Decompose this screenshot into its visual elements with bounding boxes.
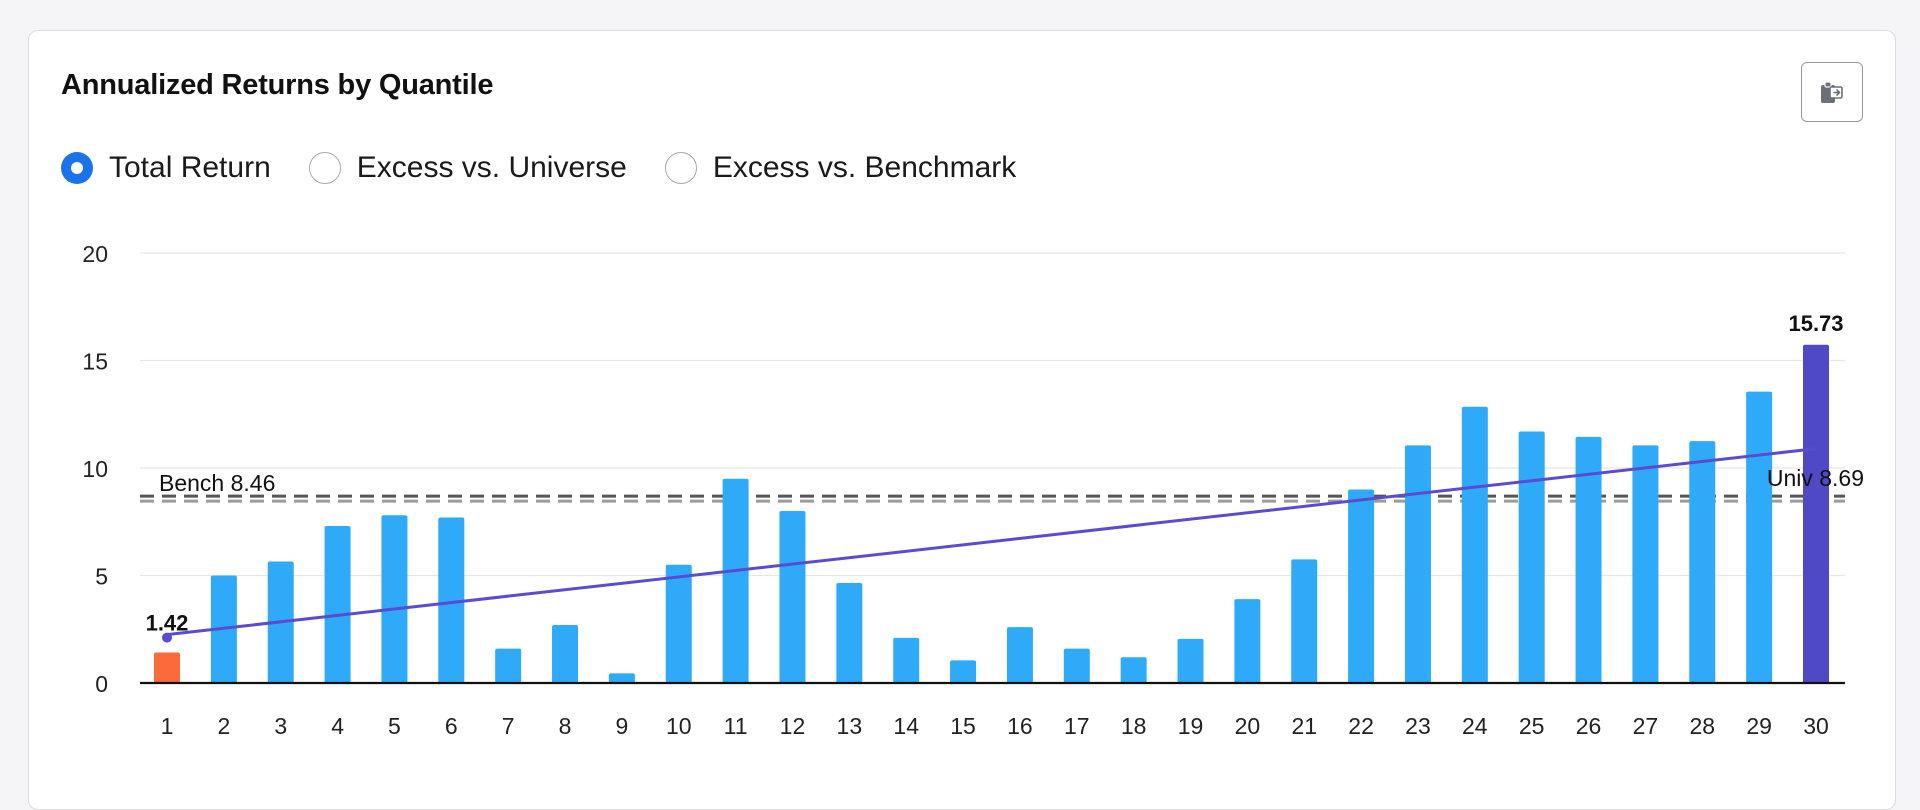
radio-excess-vs-benchmark[interactable]: Excess vs. Benchmark bbox=[664, 151, 1017, 185]
bar bbox=[324, 526, 351, 683]
x-tick-label: 5 bbox=[388, 713, 401, 739]
x-tick-label: 4 bbox=[331, 713, 344, 739]
x-tick-label: 29 bbox=[1746, 713, 1772, 739]
bar bbox=[1461, 406, 1488, 683]
radio-excess-vs-universe[interactable]: Excess vs. Universe bbox=[308, 151, 627, 185]
bar bbox=[836, 583, 863, 683]
bar bbox=[665, 564, 692, 683]
x-tick-label: 19 bbox=[1178, 713, 1204, 739]
bar bbox=[154, 652, 180, 683]
bar bbox=[1632, 445, 1659, 683]
radio-label-total-return: Total Return bbox=[109, 151, 271, 184]
radio-button-checked[interactable] bbox=[61, 152, 93, 184]
reference-line-label: Univ 8.69 bbox=[1767, 465, 1864, 491]
bar bbox=[1404, 445, 1431, 683]
bar bbox=[1120, 657, 1147, 683]
x-tick-label: 11 bbox=[724, 713, 748, 739]
x-tick-label: 12 bbox=[780, 713, 806, 739]
x-tick-label: 3 bbox=[274, 713, 287, 739]
x-tick-label: 7 bbox=[502, 713, 515, 739]
card-title: Annualized Returns by Quantile bbox=[61, 69, 494, 101]
x-tick-label: 28 bbox=[1689, 713, 1715, 739]
bar bbox=[1291, 559, 1318, 683]
data-label: 1.42 bbox=[146, 611, 189, 636]
x-tick-label: 16 bbox=[1007, 713, 1033, 739]
radio-label-excess-vs-universe: Excess vs. Universe bbox=[356, 151, 627, 184]
x-tick-label: 27 bbox=[1633, 713, 1659, 739]
bar bbox=[608, 673, 635, 683]
return-type-radio-group: Total Return Excess vs. Universe Excess … bbox=[61, 151, 1054, 185]
bar bbox=[1518, 431, 1545, 683]
bar bbox=[1063, 648, 1090, 683]
x-tick-label: 14 bbox=[893, 713, 919, 739]
clipboard-export-icon bbox=[1821, 81, 1843, 103]
y-tick-label: 20 bbox=[82, 241, 108, 267]
x-tick-label: 18 bbox=[1121, 713, 1147, 739]
export-button[interactable] bbox=[1801, 62, 1863, 122]
bar bbox=[495, 648, 522, 683]
radio-button-unchecked[interactable] bbox=[664, 152, 697, 184]
bar bbox=[1746, 391, 1773, 683]
bar bbox=[1177, 638, 1204, 683]
y-tick-label: 5 bbox=[95, 564, 108, 590]
bar bbox=[438, 517, 465, 683]
reference-line-label: Bench 8.46 bbox=[159, 470, 275, 496]
y-tick-label: 0 bbox=[95, 671, 108, 697]
x-tick-label: 23 bbox=[1405, 713, 1431, 739]
bar bbox=[1575, 436, 1602, 683]
x-tick-label: 10 bbox=[666, 713, 692, 739]
bar bbox=[381, 515, 408, 683]
y-tick-label: 15 bbox=[82, 349, 108, 375]
bar bbox=[779, 511, 806, 683]
radio-button-unchecked[interactable] bbox=[308, 152, 341, 184]
bar bbox=[1234, 599, 1261, 683]
bar bbox=[1006, 627, 1033, 683]
bar bbox=[552, 624, 579, 683]
x-tick-label: 30 bbox=[1803, 713, 1829, 739]
bar bbox=[1689, 441, 1716, 683]
bar bbox=[1803, 344, 1829, 683]
bar bbox=[893, 637, 920, 683]
x-tick-label: 2 bbox=[217, 713, 230, 739]
x-tick-label: 21 bbox=[1291, 713, 1317, 739]
x-tick-label: 17 bbox=[1064, 713, 1090, 739]
bar bbox=[1348, 489, 1375, 683]
trend-line bbox=[166, 447, 1817, 637]
trend-line-start-point bbox=[162, 632, 172, 643]
radio-label-excess-vs-benchmark: Excess vs. Benchmark bbox=[712, 151, 1017, 184]
x-tick-label: 8 bbox=[559, 713, 572, 739]
x-tick-label: 25 bbox=[1519, 713, 1545, 739]
y-tick-label: 10 bbox=[82, 456, 108, 482]
x-tick-label: 26 bbox=[1576, 713, 1602, 739]
x-tick-label: 6 bbox=[445, 713, 458, 739]
bar bbox=[950, 660, 977, 683]
x-tick-label: 20 bbox=[1235, 713, 1261, 739]
radio-total-return[interactable]: Total Return bbox=[61, 151, 271, 185]
data-label: 15.73 bbox=[1788, 311, 1843, 336]
x-tick-label: 15 bbox=[950, 713, 976, 739]
x-tick-label: 24 bbox=[1462, 713, 1488, 739]
x-tick-label: 13 bbox=[837, 713, 863, 739]
x-tick-label: 9 bbox=[615, 713, 628, 739]
bar bbox=[722, 478, 749, 683]
x-tick-label: 22 bbox=[1348, 713, 1374, 739]
x-tick-label: 1 bbox=[161, 713, 174, 739]
